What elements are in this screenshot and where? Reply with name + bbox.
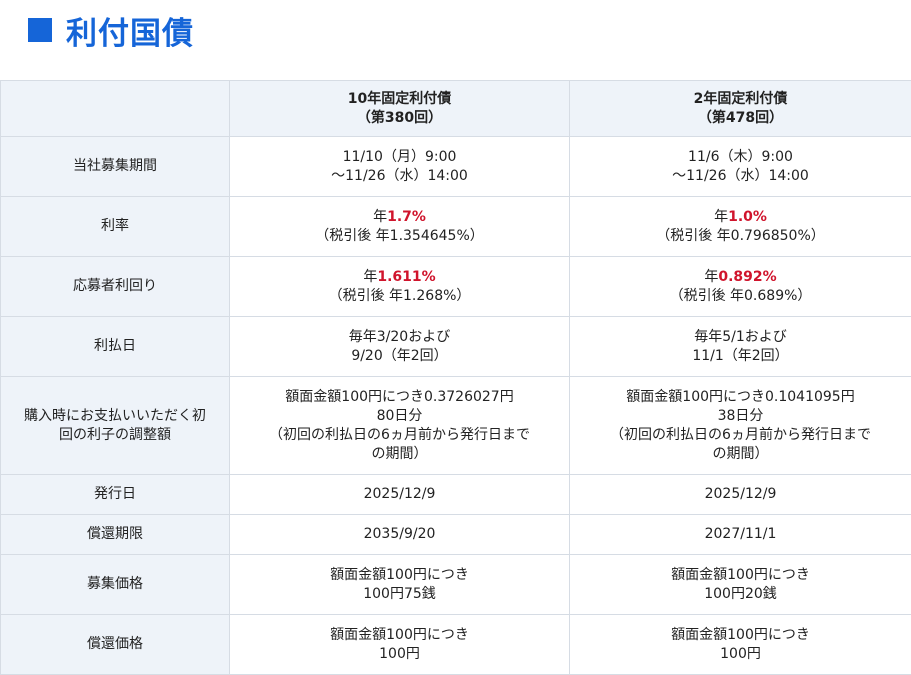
payment-2y-line2: 11/1（年2回） <box>574 347 907 366</box>
accrued-2y-note1: （初回の利払日の6ヵ月前から発行日まで <box>574 426 907 445</box>
column-header-2y: 2年固定利付債 （第478回） <box>570 81 911 137</box>
yield-2y-prefix: 年 <box>704 269 718 285</box>
offer-10y: 額面金額100円につき 100円75銭 <box>230 555 570 615</box>
rate-2y-value: 1.0% <box>728 209 767 225</box>
offer-2y-line1: 額面金額100円につき <box>574 566 907 585</box>
header-empty-cell <box>1 81 230 137</box>
period-10y: 11/10（月）9:00 〜11/26（水）14:00 <box>230 137 570 197</box>
table-row: 償還期限 2035/9/20 2027/11/1 <box>1 515 911 555</box>
yield-2y: 年0.892% （税引後 年0.689%） <box>570 257 911 317</box>
period-2y-end: 〜11/26（水）14:00 <box>574 167 907 186</box>
heading-square-icon <box>28 18 52 42</box>
column-header-10y: 10年固定利付債 （第380回） <box>230 81 570 137</box>
offer-2y-price: 100円20銭 <box>574 585 907 604</box>
payment-10y-line2: 9/20（年2回） <box>234 347 565 366</box>
accrued-10y-days: 80日分 <box>234 407 565 426</box>
maturity-2y: 2027/11/1 <box>570 515 911 555</box>
row-label-accrued-line1: 購入時にお支払いいただく初 <box>5 407 225 426</box>
rate-2y-prefix: 年 <box>714 209 728 225</box>
rate-10y-value: 1.7% <box>387 209 426 225</box>
accrued-2y-days: 38日分 <box>574 407 907 426</box>
redemption-10y-price: 100円 <box>234 645 565 664</box>
accrued-10y-amount: 額面金額100円につき0.3726027円 <box>234 388 565 407</box>
row-label-period: 当社募集期間 <box>1 137 230 197</box>
yield-10y: 年1.611% （税引後 年1.268%） <box>230 257 570 317</box>
payment-10y: 毎年3/20および 9/20（年2回） <box>230 317 570 377</box>
maturity-10y: 2035/9/20 <box>230 515 570 555</box>
redemption-2y-line1: 額面金額100円につき <box>574 626 907 645</box>
accrued-2y-amount: 額面金額100円につき0.1041095円 <box>574 388 907 407</box>
redemption-2y-price: 100円 <box>574 645 907 664</box>
table-row: 募集価格 額面金額100円につき 100円75銭 額面金額100円につき 100… <box>1 555 911 615</box>
redemption-10y: 額面金額100円につき 100円 <box>230 615 570 675</box>
payment-2y-line1: 毎年5/1および <box>574 328 907 347</box>
rate-10y-aftertax: （税引後 年1.354645%） <box>234 227 565 246</box>
table-row: 利率 年1.7% （税引後 年1.354645%） 年1.0% （税引後 年0.… <box>1 197 911 257</box>
redemption-2y: 額面金額100円につき 100円 <box>570 615 911 675</box>
accrued-10y-note1: （初回の利払日の6ヵ月前から発行日まで <box>234 426 565 445</box>
row-label-issue: 発行日 <box>1 475 230 515</box>
row-label-accrued: 購入時にお支払いいただく初 回の利子の調整額 <box>1 377 230 475</box>
yield-10y-prefix: 年 <box>363 269 377 285</box>
row-label-redemption: 償還価格 <box>1 615 230 675</box>
row-label-offer: 募集価格 <box>1 555 230 615</box>
column-header-2y-issue: （第478回） <box>574 109 907 128</box>
rate-10y: 年1.7% （税引後 年1.354645%） <box>230 197 570 257</box>
table-row: 発行日 2025/12/9 2025/12/9 <box>1 475 911 515</box>
section-heading: 利付国債 <box>28 10 194 50</box>
section-title: 利付国債 <box>66 8 194 53</box>
period-10y-start: 11/10（月）9:00 <box>234 148 565 167</box>
table-row: 購入時にお支払いいただく初 回の利子の調整額 額面金額100円につき0.3726… <box>1 377 911 475</box>
table-row: 当社募集期間 11/10（月）9:00 〜11/26（水）14:00 11/6（… <box>1 137 911 197</box>
issue-10y: 2025/12/9 <box>230 475 570 515</box>
table-header-row: 10年固定利付債 （第380回） 2年固定利付債 （第478回） <box>1 81 911 137</box>
table-row: 償還価格 額面金額100円につき 100円 額面金額100円につき 100円 <box>1 615 911 675</box>
issue-2y: 2025/12/9 <box>570 475 911 515</box>
offer-10y-line1: 額面金額100円につき <box>234 566 565 585</box>
rate-2y: 年1.0% （税引後 年0.796850%） <box>570 197 911 257</box>
accrued-10y: 額面金額100円につき0.3726027円 80日分 （初回の利払日の6ヵ月前か… <box>230 377 570 475</box>
bond-table: 10年固定利付債 （第380回） 2年固定利付債 （第478回） 当社募集期間 … <box>0 80 911 675</box>
period-2y: 11/6（木）9:00 〜11/26（水）14:00 <box>570 137 911 197</box>
yield-2y-aftertax: （税引後 年0.689%） <box>574 287 907 306</box>
payment-2y: 毎年5/1および 11/1（年2回） <box>570 317 911 377</box>
redemption-10y-line1: 額面金額100円につき <box>234 626 565 645</box>
period-10y-end: 〜11/26（水）14:00 <box>234 167 565 186</box>
rate-2y-aftertax: （税引後 年0.796850%） <box>574 227 907 246</box>
column-header-2y-name: 2年固定利付債 <box>574 90 907 109</box>
yield-10y-aftertax: （税引後 年1.268%） <box>234 287 565 306</box>
yield-10y-value: 1.611% <box>377 269 435 285</box>
payment-10y-line1: 毎年3/20および <box>234 328 565 347</box>
accrued-10y-note2: の期間） <box>234 445 565 464</box>
row-label-accrued-line2: 回の利子の調整額 <box>5 426 225 445</box>
yield-2y-value: 0.892% <box>718 269 776 285</box>
accrued-2y: 額面金額100円につき0.1041095円 38日分 （初回の利払日の6ヵ月前か… <box>570 377 911 475</box>
row-label-payment: 利払日 <box>1 317 230 377</box>
row-label-yield: 応募者利回り <box>1 257 230 317</box>
table-row: 利払日 毎年3/20および 9/20（年2回） 毎年5/1および 11/1（年2… <box>1 317 911 377</box>
offer-10y-price: 100円75銭 <box>234 585 565 604</box>
rate-10y-prefix: 年 <box>373 209 387 225</box>
column-header-10y-name: 10年固定利付債 <box>234 90 565 109</box>
table-row: 応募者利回り 年1.611% （税引後 年1.268%） 年0.892% （税引… <box>1 257 911 317</box>
period-2y-start: 11/6（木）9:00 <box>574 148 907 167</box>
offer-2y: 額面金額100円につき 100円20銭 <box>570 555 911 615</box>
row-label-rate: 利率 <box>1 197 230 257</box>
row-label-maturity: 償還期限 <box>1 515 230 555</box>
accrued-2y-note2: の期間） <box>574 445 907 464</box>
column-header-10y-issue: （第380回） <box>234 109 565 128</box>
